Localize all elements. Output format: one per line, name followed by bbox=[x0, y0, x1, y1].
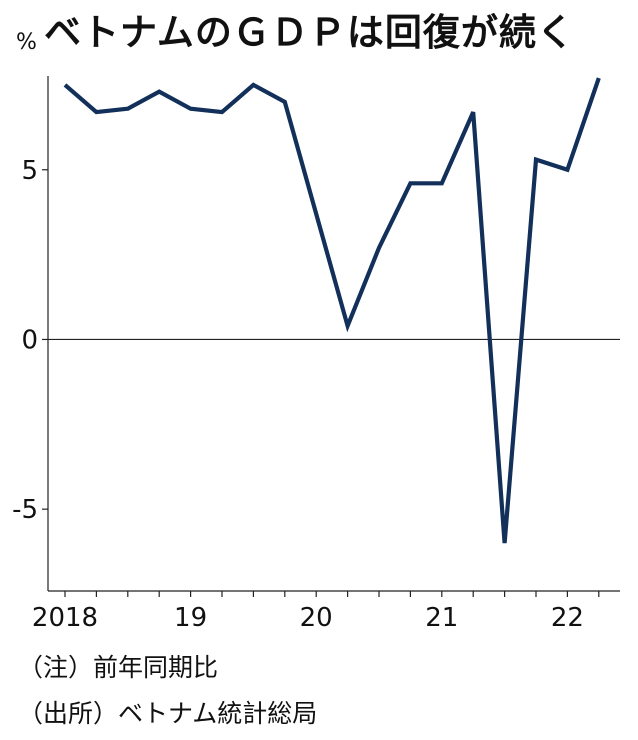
source-note: （出所）ベトナム統計総局 bbox=[18, 699, 318, 728]
footnote: （注）前年同期比 bbox=[18, 653, 219, 682]
line-chart: -5 0 5 2018 19 20 21 22 bbox=[12, 76, 620, 633]
chart-series bbox=[63, 77, 601, 544]
chart-title: ベトナムのＧＤＰは回復が続く bbox=[44, 11, 575, 54]
x-tick-label: 20 bbox=[300, 603, 333, 633]
x-tick-label: 2018 bbox=[32, 603, 98, 633]
y-tick-label: 0 bbox=[21, 325, 38, 355]
x-tick-label: 22 bbox=[551, 603, 584, 633]
y-tick-label: -5 bbox=[12, 495, 38, 525]
x-tick-label: 21 bbox=[425, 603, 458, 633]
series-line bbox=[63, 77, 601, 544]
chart-axes: -5 0 5 2018 19 20 21 22 bbox=[12, 76, 620, 633]
x-tick-label: 19 bbox=[174, 603, 207, 633]
y-tick-label: 5 bbox=[21, 156, 38, 186]
y-unit-label: % bbox=[16, 30, 37, 55]
